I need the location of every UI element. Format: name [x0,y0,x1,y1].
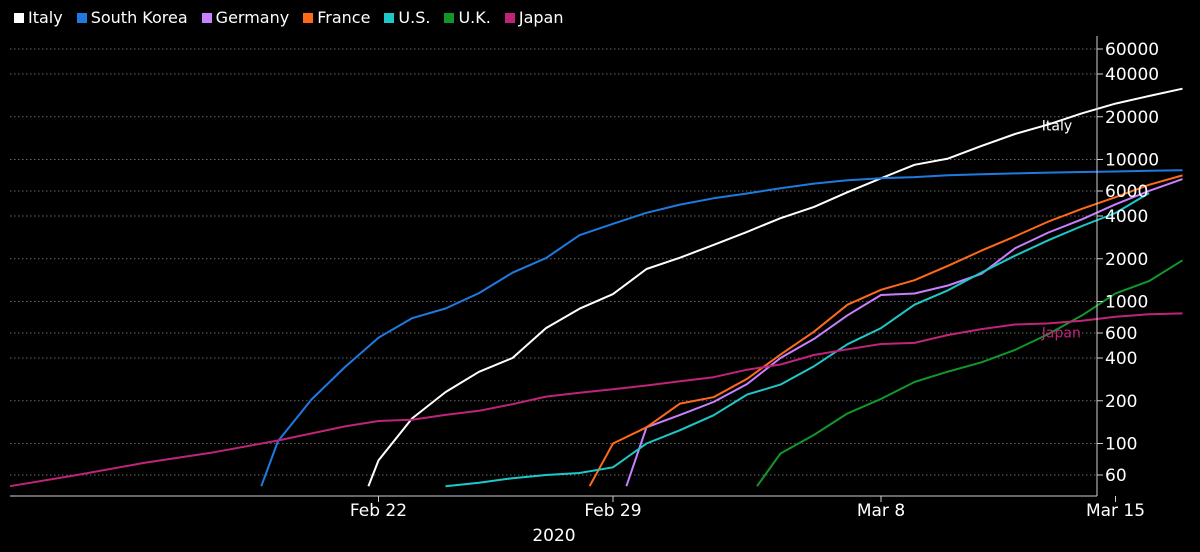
x-tick-label: Feb 29 [584,501,641,521]
legend: Italy South Korea Germany France U.S. U.K. Jap… [14,8,563,28]
legend-swatch [384,13,395,23]
series-line-south-korea [260,169,1183,487]
legend-swatch [444,13,455,23]
y-tick-label: 200 [1105,392,1137,412]
y-tick-label: 1000 [1105,293,1148,313]
legend-item-u-k: U.K. [444,8,491,28]
series-lines [9,87,1184,488]
series-line-u-s [445,192,1150,488]
y-tick-label: 2000 [1105,250,1148,270]
x-tick-label: Feb 22 [350,501,407,521]
legend-item-france: France [303,8,370,28]
legend-label: U.S. [398,8,431,27]
legend-label: France [317,8,371,27]
y-tick-label: 6000 [1105,182,1148,202]
gridlines [10,48,1097,476]
series-line-italy [367,87,1183,487]
legend-swatch [303,13,314,23]
legend-swatch [76,13,87,23]
y-tick-label: 40000 [1105,65,1159,85]
series-line-germany [625,178,1183,487]
x-axis-label: 2020 [532,526,575,546]
legend-swatch [504,13,515,23]
y-tick-label: 10000 [1105,151,1159,171]
y-tick-label: 60000 [1105,40,1159,60]
axes: 60 100 200 400 600 1000 2000 4000 6000 10000 20000… [10,36,1159,521]
y-tick-label: 60 [1105,466,1127,486]
series-line-u-k [756,259,1184,487]
legend-item-italy: Italy [14,8,63,28]
legend-label: South Korea [90,8,188,27]
legend-swatch [201,13,212,23]
annotation-japan: Japan [1041,325,1081,341]
x-tick-label: Mar 8 [857,501,905,521]
y-tick-label: 20000 [1105,108,1159,128]
series-line-france [588,174,1183,487]
legend-item-u-s: U.S. [384,8,430,28]
legend-label: U.K. [458,8,491,27]
y-tick-label: 400 [1105,349,1137,369]
legend-item-germany: Germany [201,8,290,28]
y-tick-label: 4000 [1105,207,1148,227]
legend-label: Japan [518,8,564,27]
legend-item-south-korea: South Korea [76,8,188,28]
x-tick-label: Mar 15 [1086,501,1145,521]
y-tick-label: 600 [1105,324,1137,344]
legend-swatch [14,13,24,23]
y-tick-label: 100 [1105,435,1137,455]
annotation-italy: Italy [1042,119,1072,135]
legend-item-japan: Japan [504,8,564,28]
legend-label: Germany [215,8,290,27]
annotations: Italy Japan [1041,119,1081,342]
legend-label: Italy [28,8,63,27]
series-line-japan [9,312,1183,488]
